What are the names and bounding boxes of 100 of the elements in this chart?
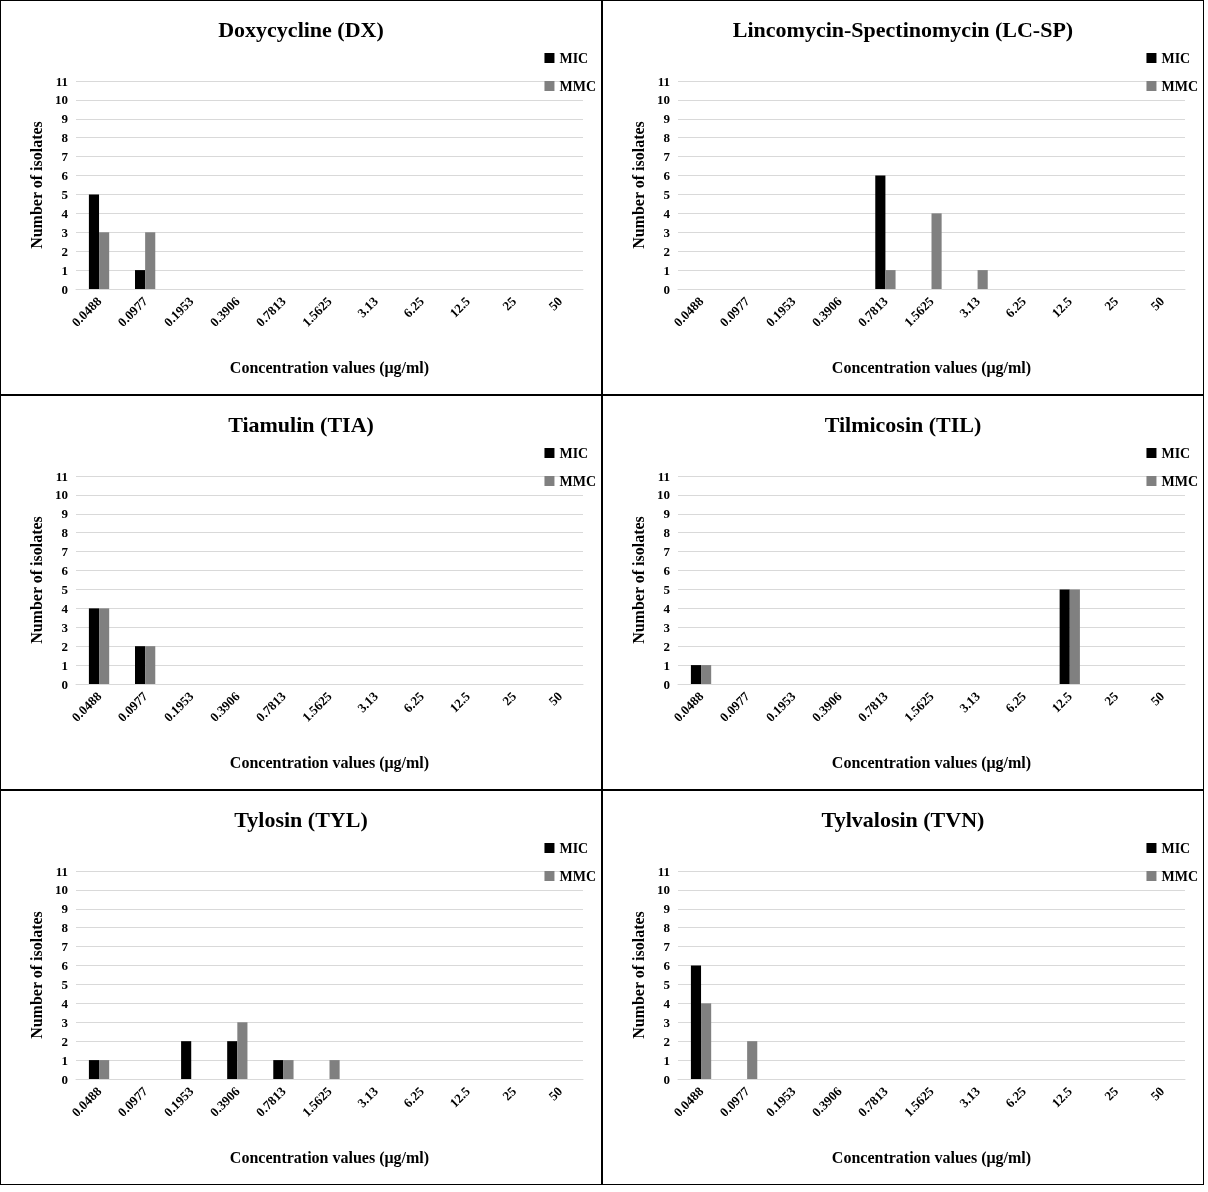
bar xyxy=(273,1060,284,1079)
x-tick-label: 25 xyxy=(499,688,520,709)
y-tick-label: 11 xyxy=(55,73,68,89)
bar xyxy=(145,232,156,289)
x-tick-label: 25 xyxy=(1101,293,1122,314)
y-tick-label: 10 xyxy=(657,882,670,898)
y-tick-label: 6 xyxy=(663,563,671,579)
y-tick-label: 10 xyxy=(657,487,670,503)
y-tick-label: 3 xyxy=(663,1014,671,1030)
y-tick-label: 9 xyxy=(61,901,69,917)
bar xyxy=(690,965,702,1079)
x-axis-title: Concentration values (μg/ml) xyxy=(831,358,1032,377)
y-tick-label: 2 xyxy=(61,638,68,654)
y-tick-label: 1 xyxy=(663,262,670,278)
y-tick-label: 2 xyxy=(61,1033,68,1049)
y-tick-label: 10 xyxy=(657,92,670,108)
y-tick-label: 2 xyxy=(663,1033,670,1049)
legend-label: MMC xyxy=(559,473,597,489)
x-tick-label: 6.25 xyxy=(400,293,428,321)
chart-title: Lincomycin-Spectinomycin (LC-SP) xyxy=(732,16,1074,42)
y-tick-label: 8 xyxy=(61,130,69,146)
chart-title: Tilmicosin (TIL) xyxy=(824,411,982,437)
y-tick-label: 1 xyxy=(61,1052,68,1068)
legend-label: MIC xyxy=(1161,50,1191,66)
y-tick-label: 9 xyxy=(663,506,671,522)
x-tick-label: 25 xyxy=(499,1083,520,1104)
bar xyxy=(237,1022,248,1079)
y-tick-label: 6 xyxy=(61,168,69,184)
y-tick-label: 10 xyxy=(55,882,68,898)
bar xyxy=(701,1003,712,1079)
x-axis-title: Concentration values (μg/ml) xyxy=(229,753,430,772)
x-tick-label: 12.5 xyxy=(1048,688,1076,716)
x-tick-label: 6.25 xyxy=(400,1083,428,1111)
legend-label: MIC xyxy=(559,50,589,66)
x-tick-label: 3.13 xyxy=(956,688,984,716)
bar xyxy=(875,175,886,289)
y-tick-label: 1 xyxy=(61,262,68,278)
x-tick-label: 6.25 xyxy=(1002,293,1030,321)
y-tick-label: 10 xyxy=(55,487,68,503)
y-tick-label: 0 xyxy=(61,1071,68,1087)
x-tick-label: 12.5 xyxy=(1048,1083,1076,1111)
y-tick-label: 3 xyxy=(61,1014,69,1030)
y-tick-label: 4 xyxy=(61,600,69,616)
chart-title: Tylosin (TYL) xyxy=(234,806,368,832)
y-tick-label: 6 xyxy=(663,168,671,184)
y-tick-label: 11 xyxy=(657,468,670,484)
bar xyxy=(283,1060,294,1079)
y-tick-label: 8 xyxy=(61,920,69,936)
x-tick-label: 12.5 xyxy=(446,688,474,716)
bar xyxy=(227,1041,238,1079)
y-tick-label: 10 xyxy=(55,92,68,108)
x-tick-label: 6.25 xyxy=(1002,688,1030,716)
x-axis-title: Concentration values (μg/ml) xyxy=(831,1148,1032,1167)
y-tick-label: 7 xyxy=(663,939,671,955)
y-tick-label: 6 xyxy=(61,958,69,974)
x-tick-label: 25 xyxy=(1101,688,1122,709)
x-tick-label: 6.25 xyxy=(400,688,428,716)
legend-label: MIC xyxy=(1161,445,1191,461)
y-tick-label: 8 xyxy=(663,525,671,541)
y-tick-label: 5 xyxy=(663,186,671,202)
legend-label: MIC xyxy=(1161,840,1191,856)
legend-label: MMC xyxy=(1161,78,1199,94)
bar xyxy=(99,232,110,289)
y-tick-label: 1 xyxy=(663,1052,670,1068)
x-tick-label: 50 xyxy=(1147,1083,1168,1104)
y-tick-label: 11 xyxy=(657,863,670,879)
bar xyxy=(329,1060,340,1079)
y-tick-label: 9 xyxy=(663,901,671,917)
y-tick-label: 7 xyxy=(663,544,671,560)
bar xyxy=(885,270,896,289)
x-axis-title: Concentration values (μg/ml) xyxy=(831,753,1032,772)
x-tick-label: 50 xyxy=(1147,293,1168,314)
y-axis-title: Number of isolates xyxy=(27,121,45,249)
x-tick-label: 3.13 xyxy=(956,1083,984,1111)
bar xyxy=(99,1060,110,1079)
x-tick-label: 25 xyxy=(499,293,520,314)
bar xyxy=(181,1041,192,1079)
y-tick-label: 0 xyxy=(663,676,670,692)
bar xyxy=(88,194,100,289)
y-tick-label: 5 xyxy=(663,976,671,992)
y-tick-label: 3 xyxy=(61,619,69,635)
x-axis-title: Concentration values (μg/ml) xyxy=(229,358,430,377)
y-tick-label: 0 xyxy=(61,676,68,692)
legend-label: MMC xyxy=(559,868,597,884)
x-tick-label: 12.5 xyxy=(446,1083,474,1111)
y-tick-label: 8 xyxy=(61,525,69,541)
x-axis-title: Concentration values (μg/ml) xyxy=(229,1148,430,1167)
y-tick-label: 3 xyxy=(663,224,671,240)
y-tick-label: 5 xyxy=(61,186,69,202)
x-tick-label: 3.13 xyxy=(354,293,382,321)
y-axis-title: Number of isolates xyxy=(629,911,647,1039)
bar xyxy=(977,270,988,289)
y-axis-title: Number of isolates xyxy=(27,516,45,644)
y-tick-label: 7 xyxy=(61,544,69,560)
y-axis-title: Number of isolates xyxy=(27,911,45,1039)
y-tick-label: 7 xyxy=(663,149,671,165)
legend-label: MIC xyxy=(559,840,589,856)
y-axis-title: Number of isolates xyxy=(629,516,647,644)
y-tick-label: 11 xyxy=(55,468,68,484)
y-tick-label: 11 xyxy=(657,73,670,89)
